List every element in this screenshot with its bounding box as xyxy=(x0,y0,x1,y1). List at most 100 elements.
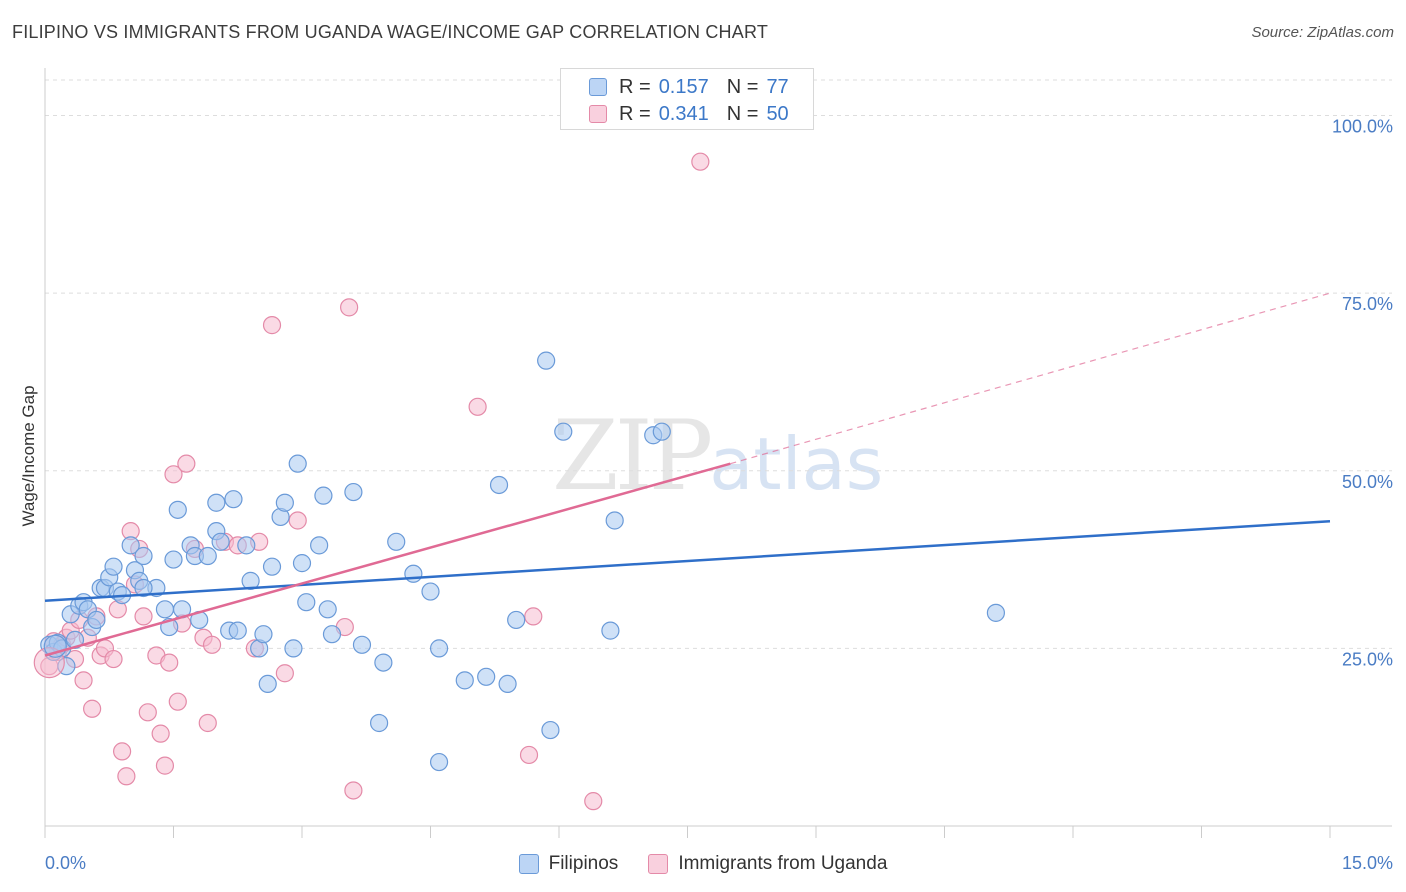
point-uganda xyxy=(691,152,710,171)
legend-r-label: R = xyxy=(619,102,651,125)
point-filipinos xyxy=(429,752,449,772)
y-tick-label: 25.0% xyxy=(1342,649,1393,669)
legend-label-filipinos: Filipinos xyxy=(548,853,619,874)
point-filipinos xyxy=(310,536,329,555)
trendline-uganda xyxy=(44,462,731,657)
point-uganda xyxy=(117,767,136,786)
point-uganda xyxy=(340,298,359,317)
point-filipinos xyxy=(104,557,123,576)
point-filipinos xyxy=(352,635,372,654)
y-tick-label: 75.0% xyxy=(1342,294,1393,314)
point-filipinos xyxy=(489,475,509,495)
point-uganda xyxy=(198,713,217,733)
point-filipinos xyxy=(322,625,342,644)
watermark-zip: ZIP xyxy=(552,400,713,512)
point-uganda xyxy=(160,653,179,672)
point-uganda xyxy=(584,792,603,811)
point-filipinos xyxy=(601,621,620,640)
point-filipinos xyxy=(224,490,243,509)
point-uganda xyxy=(177,454,196,473)
point-filipinos xyxy=(228,621,247,640)
y-axis-label: Wage/Income Gap xyxy=(19,385,38,526)
point-uganda xyxy=(344,781,363,800)
legend-n-value: 77 xyxy=(766,75,789,98)
series-legend: Filipinos Immigrants from Uganda xyxy=(0,850,1406,878)
trendline-filipinos xyxy=(44,519,1331,603)
point-filipinos xyxy=(241,571,260,590)
point-filipinos xyxy=(605,511,624,530)
point-filipinos xyxy=(284,639,303,658)
point-filipinos xyxy=(374,653,393,672)
legend-n-value: 50 xyxy=(766,102,789,125)
point-filipinos xyxy=(134,546,153,566)
legend-r-label: R = xyxy=(619,75,651,98)
point-filipinos xyxy=(537,351,556,370)
point-filipinos xyxy=(387,532,406,551)
legend-row-filipinos: R = 0.157 N = 77 xyxy=(589,75,789,99)
legend-row-uganda: R = 0.341 N = 50 xyxy=(589,102,789,126)
point-filipinos xyxy=(121,536,140,555)
point-uganda xyxy=(83,699,102,718)
point-filipinos xyxy=(164,550,183,569)
legend-item-uganda: Immigrants from Uganda xyxy=(648,853,887,875)
x-tick-label: 0.0% xyxy=(45,853,86,873)
source-attribution: Source: ZipAtlas.com xyxy=(1251,24,1394,41)
legend-swatch-blue xyxy=(518,854,539,874)
point-filipinos xyxy=(404,564,423,583)
point-uganda xyxy=(164,465,183,484)
point-uganda xyxy=(134,607,153,626)
point-filipinos xyxy=(292,554,312,573)
point-filipinos xyxy=(455,671,474,690)
point-filipinos xyxy=(207,493,226,512)
point-uganda xyxy=(262,316,282,335)
point-filipinos xyxy=(134,578,153,598)
point-filipinos xyxy=(344,482,363,502)
watermark: ZIPatlas xyxy=(552,400,883,512)
y-tick-label: 50.0% xyxy=(1342,472,1393,492)
point-filipinos xyxy=(254,625,273,644)
legend-swatch-blue xyxy=(589,78,607,96)
point-uganda xyxy=(468,397,487,416)
point-filipinos xyxy=(421,582,440,601)
point-filipinos xyxy=(652,422,671,441)
point-filipinos xyxy=(554,422,573,441)
point-uganda xyxy=(524,607,543,626)
point-filipinos xyxy=(198,546,217,566)
point-filipinos xyxy=(429,639,449,658)
point-filipinos xyxy=(258,674,277,694)
point-filipinos xyxy=(314,486,333,505)
point-uganda xyxy=(104,649,123,669)
point-uganda xyxy=(288,511,307,530)
legend-item-filipinos: Filipinos xyxy=(518,853,619,875)
point-uganda xyxy=(112,742,132,761)
point-uganda xyxy=(151,724,170,743)
point-filipinos xyxy=(370,713,389,733)
point-filipinos xyxy=(275,493,294,512)
legend-swatch-pink xyxy=(648,854,669,874)
point-filipinos xyxy=(297,593,316,612)
point-uganda xyxy=(202,635,222,654)
point-filipinos xyxy=(237,536,256,555)
point-filipinos xyxy=(498,674,517,694)
point-uganda xyxy=(155,756,175,775)
trendline-uganda-extension xyxy=(730,292,1331,465)
point-filipinos xyxy=(168,500,187,519)
chart-title: FILIPINO VS IMMIGRANTS FROM UGANDA WAGE/… xyxy=(12,22,769,42)
point-uganda xyxy=(168,692,187,711)
legend-r-value: 0.341 xyxy=(658,102,709,125)
watermark-atlas: atlas xyxy=(709,422,884,506)
point-filipinos xyxy=(477,667,496,686)
legend-swatch-pink xyxy=(589,105,607,123)
legend-r-value: 0.157 xyxy=(658,75,709,98)
point-filipinos xyxy=(155,600,175,619)
y-tick-label: 100.0% xyxy=(1332,117,1393,137)
point-filipinos xyxy=(541,720,560,740)
point-uganda xyxy=(74,671,93,690)
point-filipinos xyxy=(211,532,230,551)
point-uganda xyxy=(138,703,157,722)
point-filipinos xyxy=(262,557,282,576)
point-filipinos xyxy=(87,610,106,630)
point-filipinos xyxy=(507,610,526,630)
legend-n-label: N = xyxy=(726,102,759,125)
